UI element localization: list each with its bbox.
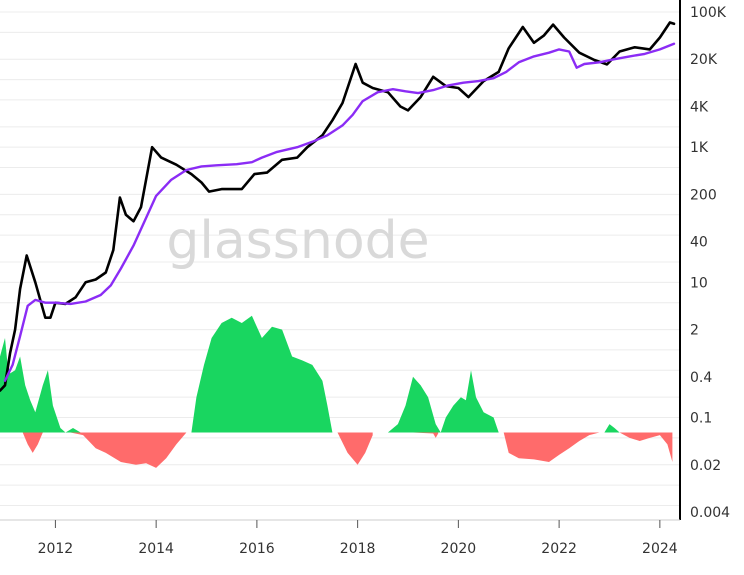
- series-lines: [0, 21, 676, 392]
- y-tick-label: 0.4: [690, 370, 712, 386]
- oscillator_negative-area: [503, 432, 673, 462]
- oscillator_positive-area: [387, 370, 499, 433]
- y-tick-label: 4K: [690, 99, 709, 115]
- x-tick-label: 2014: [138, 541, 174, 557]
- y-tick-label: 100K: [690, 5, 727, 21]
- y-tick-label: 2: [690, 323, 699, 339]
- x-tick-label: 2024: [642, 541, 678, 557]
- y-axis-ticks: 100K 20K 4K 1K 200 40 10 2 0.4 0.1 0.02 0.004: [690, 5, 730, 521]
- y-tick-label: 1K: [690, 140, 709, 156]
- oscillator_negative-area: [413, 432, 439, 438]
- oscillator_negative-area: [337, 432, 373, 465]
- oscillator_positive-area: [604, 424, 620, 433]
- oscillator-area: [0, 315, 673, 468]
- x-tick-label: 2012: [38, 541, 74, 557]
- y-tick-label: 0.02: [690, 458, 721, 474]
- price-line: [0, 21, 676, 392]
- y-tick-label: 200: [690, 187, 717, 203]
- y-tick-label: 20K: [690, 52, 718, 68]
- x-tick-label: 2020: [441, 541, 477, 557]
- oscillator_positive-area: [191, 315, 333, 433]
- x-tick-label: 2016: [239, 541, 275, 557]
- moving_average-line: [3, 42, 676, 382]
- y-tick-label: 40: [690, 235, 708, 251]
- y-tick-label: 10: [690, 275, 708, 291]
- oscillator_positive-area: [0, 338, 81, 433]
- x-tick-label: 2018: [340, 541, 376, 557]
- oscillator_negative-area: [22, 432, 187, 468]
- x-axis-ticks: 2012 2014 2016 2018 2020 2022 2024: [38, 520, 678, 557]
- y-tick-label: 0.1: [690, 411, 712, 427]
- x-tick-label: 2022: [541, 541, 577, 557]
- y-tick-label: 0.004: [690, 505, 730, 521]
- watermark-logo: glassnode: [166, 211, 429, 271]
